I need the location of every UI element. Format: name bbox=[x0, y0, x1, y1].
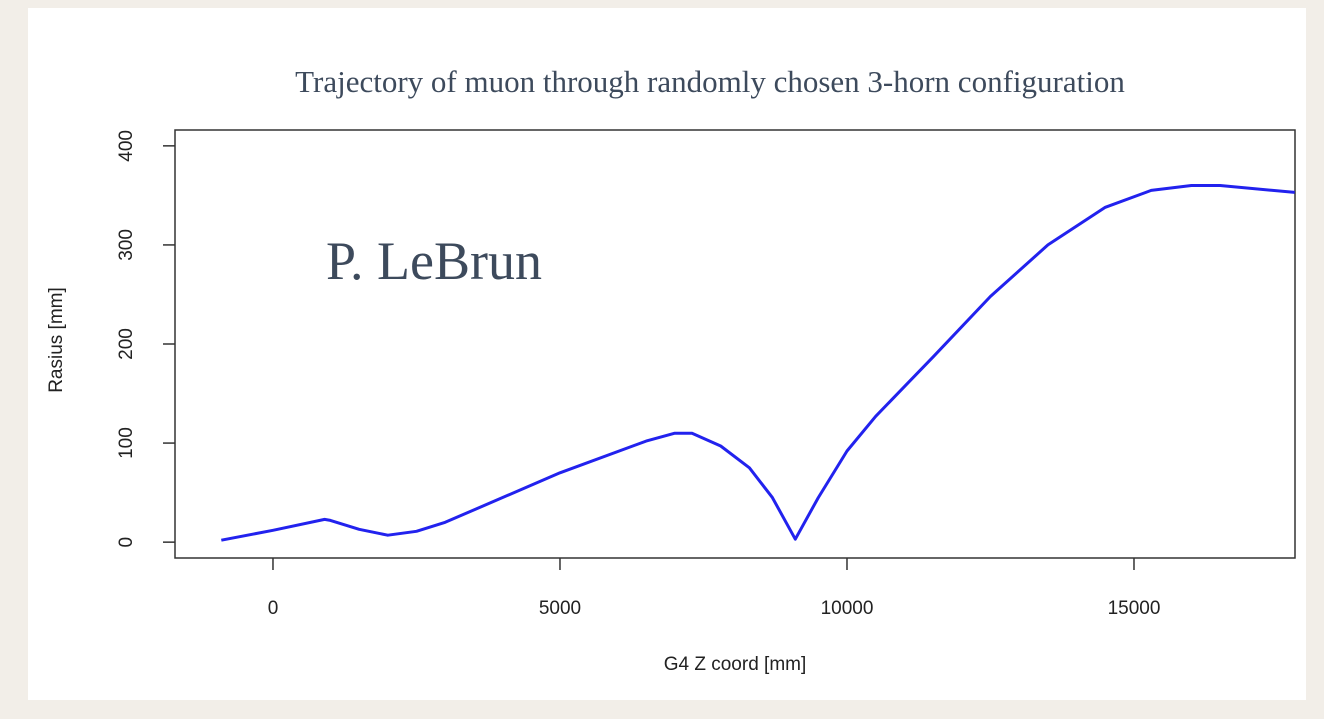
x-tick-label: 5000 bbox=[539, 598, 581, 619]
y-tick-label: 200 bbox=[116, 328, 137, 360]
y-tick-label: 300 bbox=[116, 229, 137, 261]
panel bbox=[28, 8, 1306, 700]
x-axis-label: G4 Z coord [mm] bbox=[664, 654, 807, 675]
x-tick-label: 15000 bbox=[1108, 598, 1161, 619]
annotation: P. LeBrun bbox=[326, 231, 542, 291]
y-axis-label: Rasius [mm] bbox=[46, 287, 67, 393]
y-tick-label: 400 bbox=[116, 130, 137, 162]
chart-title: Trajectory of muon through randomly chos… bbox=[295, 64, 1125, 99]
x-tick-label: 0 bbox=[268, 598, 279, 619]
x-tick-label: 10000 bbox=[821, 598, 874, 619]
trajectory-line bbox=[221, 184, 1295, 542]
y-tick-label: 0 bbox=[116, 537, 137, 548]
y-tick-label: 100 bbox=[116, 427, 137, 459]
